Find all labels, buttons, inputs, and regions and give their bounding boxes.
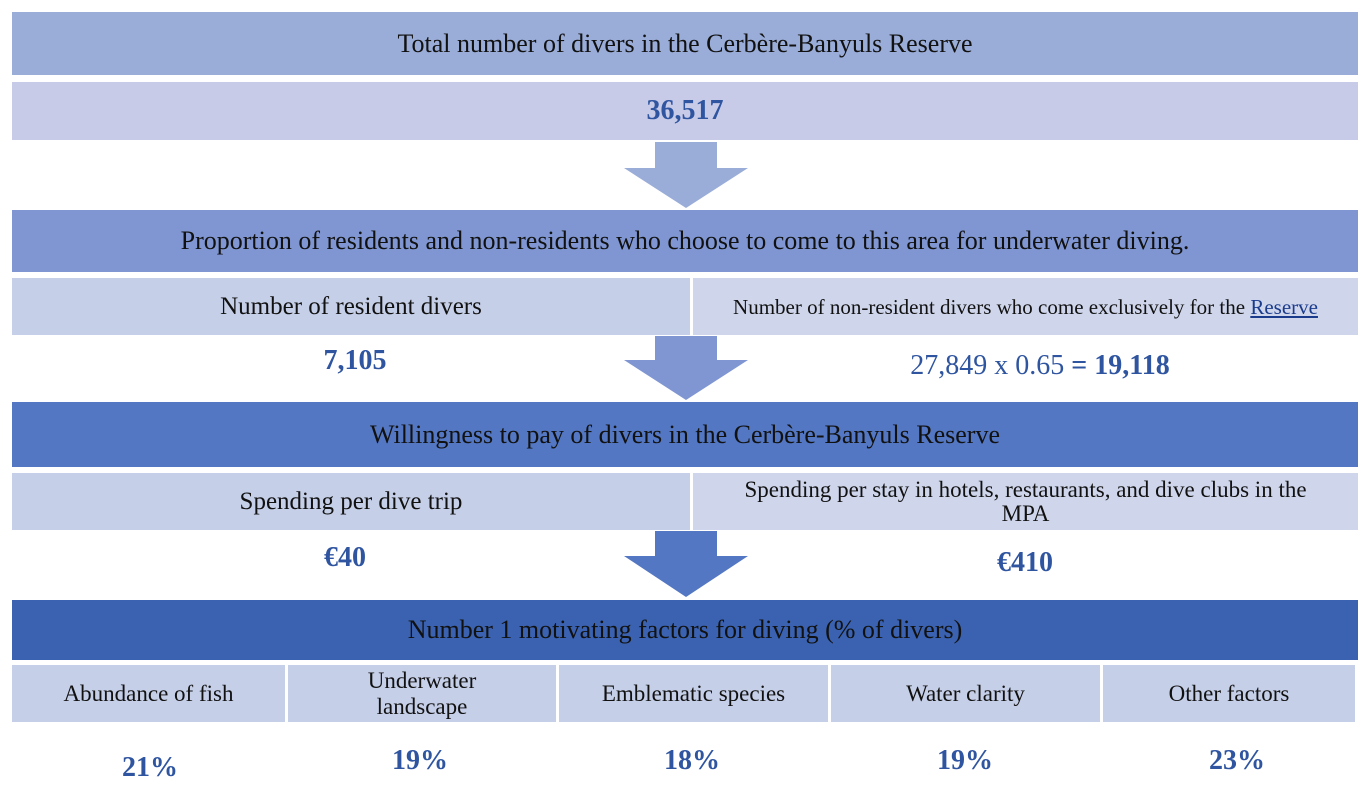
header: Willingness to pay of divers in the Cerb…: [12, 402, 1358, 467]
cell-text: Number of non-resident divers who come e…: [733, 294, 1246, 319]
factor-value: 18%: [664, 745, 720, 776]
value: €40: [324, 542, 366, 573]
factor-label: Underwater landscape: [288, 665, 556, 722]
value: 7,105: [323, 345, 387, 376]
cell-label: Spending per stay in hotels, restaurants…: [693, 473, 1358, 530]
total-value: 36,517: [12, 82, 1358, 140]
factor-value: 19%: [937, 745, 993, 776]
cell-label: Number of non-resident divers who come e…: [693, 278, 1358, 335]
factor-value: 19%: [392, 745, 448, 776]
result: = 19,118: [1071, 350, 1170, 381]
header: Number 1 motivating factors for diving (…: [12, 600, 1358, 660]
cell-label: Number of resident divers: [12, 278, 690, 335]
factor-label: Other factors: [1103, 665, 1355, 722]
factor-label: Abundance of fish: [12, 665, 285, 722]
arrow: [624, 531, 748, 597]
arrow: [624, 142, 748, 208]
value: €410: [997, 547, 1053, 578]
value: 27,849 x 0.65 = 19,118: [910, 350, 1169, 382]
header: Total number of divers in the Cerbère-Ba…: [12, 12, 1358, 75]
cell-label: Spending per dive trip: [12, 473, 690, 530]
factor-value: 21%: [122, 752, 178, 783]
factor-value: 23%: [1209, 745, 1265, 776]
header: Proportion of residents and non-resident…: [12, 210, 1358, 272]
link-text: Reserve: [1250, 294, 1318, 319]
arrow: [624, 336, 748, 400]
factor-label: Emblematic species: [559, 665, 828, 722]
formula: 27,849 x 0.65: [910, 350, 1065, 381]
factor-label: Water clarity: [831, 665, 1100, 722]
